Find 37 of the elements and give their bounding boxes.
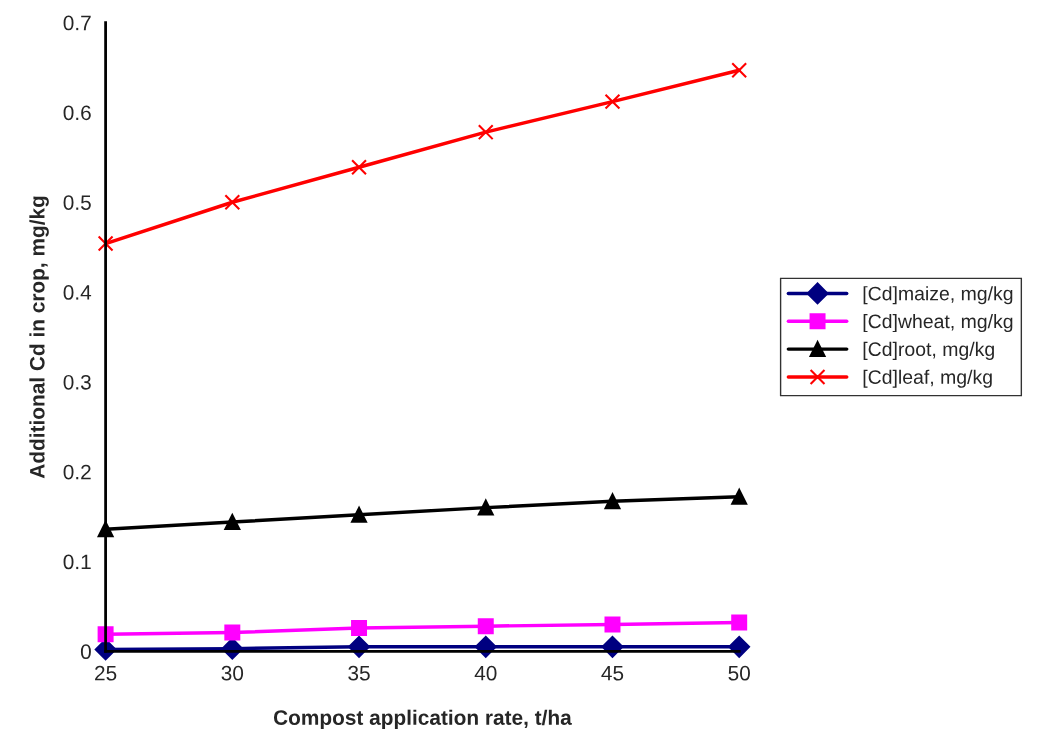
point (351, 506, 368, 523)
x-tick-label: 50 (728, 665, 750, 681)
point (97, 235, 114, 252)
point (731, 614, 748, 631)
x-tick-label: 35 (348, 665, 370, 681)
point (224, 194, 241, 211)
point (351, 159, 368, 176)
y-tick-label: 0.5 (63, 195, 91, 210)
point (351, 620, 368, 636)
y-tick-label: 0.2 (63, 464, 91, 480)
point (224, 624, 241, 641)
point (477, 124, 494, 141)
x-tick-label: 25 (95, 665, 117, 681)
point (604, 493, 621, 510)
point (604, 93, 621, 110)
legend-label: [Cd]wheat, mg/kg (863, 313, 1013, 333)
point (731, 62, 748, 79)
y-tick-label: 0.1 (63, 554, 91, 570)
point (224, 514, 241, 530)
point (477, 618, 494, 635)
y-tick-label: 0.7 (63, 15, 91, 31)
x-axis-title: Compost application rate, t/ha (273, 709, 572, 730)
legend-label: [Cd]root, mg/kg (863, 341, 994, 360)
point (477, 499, 494, 516)
x-tick-label: 40 (474, 665, 497, 681)
y-tick-label: 0.3 (63, 374, 91, 390)
y-tick-label: 0.6 (63, 105, 91, 121)
point (731, 488, 748, 505)
y-tick-label: 0.4 (63, 285, 92, 300)
point (728, 635, 751, 658)
point (604, 616, 621, 633)
legend-label: [Cd]maize, mg/kg (863, 286, 1013, 305)
y-tick-label: 0 (80, 644, 91, 660)
legend-label: [Cd]leaf, mg/kg (863, 369, 992, 388)
y-axis-title: Additional Cd in crop, mg/kg (29, 196, 49, 479)
x-tick-label: 45 (601, 666, 624, 681)
x-tick-label: 30 (221, 665, 244, 681)
